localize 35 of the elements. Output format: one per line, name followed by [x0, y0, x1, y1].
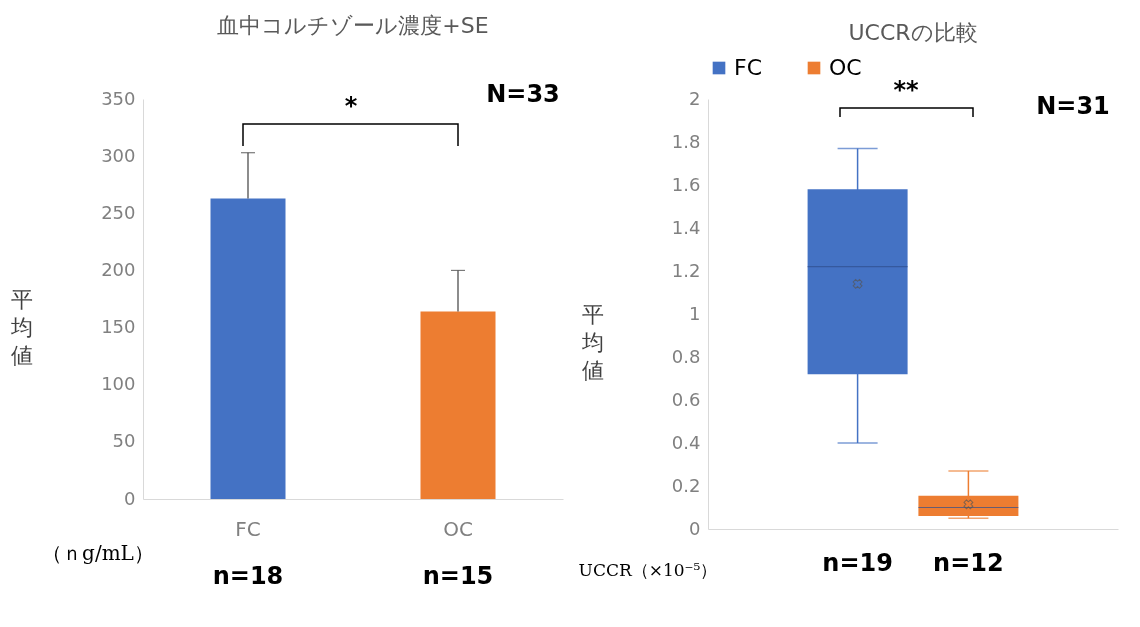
y-axis-title: 平均値 [580, 301, 604, 383]
y-tick-label: 1.4 [671, 216, 701, 238]
annotation: N=33 [486, 80, 560, 108]
x-tick-label: n=19 [822, 548, 893, 577]
y-tick-label: 0.4 [671, 431, 701, 453]
y-tick-label: 0 [124, 487, 136, 509]
annotation: N=31 [1036, 92, 1110, 120]
legend-label: OC [829, 55, 862, 80]
y-tick-label: 0.8 [671, 345, 701, 367]
y-tick-label: 2 [689, 87, 701, 109]
x-tick-label: n=12 [933, 548, 1004, 577]
y-tick-label: 0.6 [671, 388, 701, 410]
annotation: ** [893, 76, 919, 104]
text: （ｎg/mL） [42, 541, 154, 565]
legend-label: FC [734, 55, 763, 80]
y-axis-title: 平均値 [10, 286, 34, 368]
chart-title: UCCRの比較 [848, 20, 978, 45]
annotation: * [344, 92, 358, 120]
y-tick-label: 1.8 [671, 130, 701, 152]
y-tick-label: 300 [101, 144, 136, 166]
chart-title: 血中コルチゾール濃度+SE [217, 13, 489, 38]
y-tick-label: 50 [112, 430, 136, 452]
y-tick-label: 1 [689, 302, 701, 324]
y-tick-label: 0 [689, 517, 701, 539]
text: n=15 [422, 562, 494, 590]
y-tick-label: 1.2 [671, 259, 701, 281]
y-tick-label: 350 [101, 87, 136, 109]
y-tick-label: 150 [101, 316, 136, 338]
y-tick-label: 250 [101, 201, 136, 223]
text: UCCR（×10⁻⁵） [578, 560, 718, 580]
text: n=18 [212, 562, 284, 590]
y-tick-label: 0.2 [671, 474, 701, 496]
y-tick-label: 200 [101, 258, 136, 280]
y-tick-label: 1.6 [671, 173, 701, 195]
y-tick-label: 100 [101, 373, 136, 395]
